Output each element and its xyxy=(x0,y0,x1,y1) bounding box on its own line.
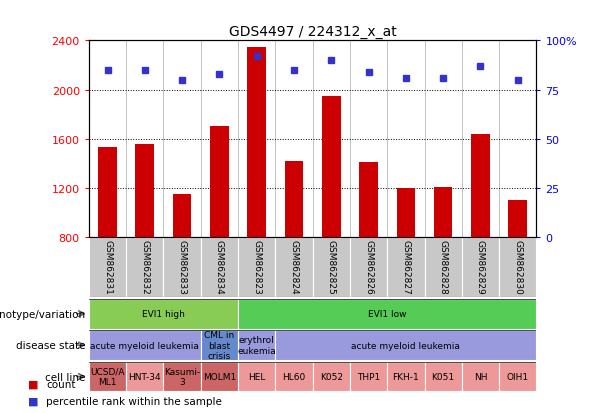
Bar xyxy=(434,187,452,237)
Text: FKH-1: FKH-1 xyxy=(392,372,419,381)
Bar xyxy=(201,237,238,297)
Text: Kasumi-
3: Kasumi- 3 xyxy=(164,367,200,386)
Bar xyxy=(499,362,536,392)
Bar xyxy=(322,97,341,237)
Bar xyxy=(164,362,200,392)
Bar xyxy=(499,237,536,297)
Text: GSM862824: GSM862824 xyxy=(289,239,299,294)
Text: OIH1: OIH1 xyxy=(507,372,529,381)
Text: GSM862828: GSM862828 xyxy=(439,239,447,294)
Bar xyxy=(89,299,238,329)
Bar xyxy=(387,237,424,297)
Bar xyxy=(173,195,191,237)
Bar xyxy=(275,237,313,297)
Bar xyxy=(238,330,275,360)
Bar xyxy=(201,362,238,392)
Bar xyxy=(359,163,378,237)
Bar xyxy=(471,135,490,237)
Bar xyxy=(424,362,462,392)
Bar xyxy=(284,161,303,237)
Bar xyxy=(424,237,462,297)
Text: GSM862830: GSM862830 xyxy=(513,239,522,294)
Bar xyxy=(89,362,126,392)
Text: GSM862827: GSM862827 xyxy=(402,239,410,294)
Text: UCSD/A
ML1: UCSD/A ML1 xyxy=(90,367,125,386)
Bar xyxy=(350,237,387,297)
Text: ■: ■ xyxy=(28,379,38,389)
Bar xyxy=(135,144,154,237)
Text: GSM862826: GSM862826 xyxy=(364,239,373,294)
Bar xyxy=(508,201,527,237)
Text: EVI1 high: EVI1 high xyxy=(142,309,185,318)
Bar xyxy=(201,330,238,360)
Bar xyxy=(238,237,275,297)
Bar xyxy=(275,362,313,392)
Text: HNT-34: HNT-34 xyxy=(129,372,161,381)
Text: disease state: disease state xyxy=(17,340,86,350)
Bar xyxy=(210,127,229,237)
Text: ■: ■ xyxy=(28,396,38,406)
Bar xyxy=(462,362,499,392)
Text: K051: K051 xyxy=(432,372,455,381)
Text: EVI1 low: EVI1 low xyxy=(368,309,406,318)
Bar xyxy=(98,148,117,237)
Text: CML in
blast
crisis: CML in blast crisis xyxy=(204,330,235,360)
Text: count: count xyxy=(46,379,75,389)
Text: HEL: HEL xyxy=(248,372,265,381)
Text: GSM862823: GSM862823 xyxy=(252,239,261,294)
Text: percentile rank within the sample: percentile rank within the sample xyxy=(46,396,222,406)
Text: genotype/variation: genotype/variation xyxy=(0,309,86,319)
Bar xyxy=(238,299,536,329)
Text: GSM862831: GSM862831 xyxy=(103,239,112,294)
Text: MOLM1: MOLM1 xyxy=(203,372,236,381)
Bar xyxy=(350,362,387,392)
Bar xyxy=(89,237,126,297)
Bar xyxy=(313,237,350,297)
Bar xyxy=(248,47,266,237)
Text: erythrol
eukemia: erythrol eukemia xyxy=(237,336,276,355)
Text: cell line: cell line xyxy=(45,372,86,382)
Bar xyxy=(462,237,499,297)
Text: GSM862832: GSM862832 xyxy=(140,239,150,294)
Bar xyxy=(126,362,164,392)
Text: acute myeloid leukemia: acute myeloid leukemia xyxy=(90,341,199,350)
Bar xyxy=(89,330,201,360)
Text: NH: NH xyxy=(474,372,487,381)
Text: THP1: THP1 xyxy=(357,372,380,381)
Text: acute myeloid leukemia: acute myeloid leukemia xyxy=(351,341,460,350)
Bar xyxy=(275,330,536,360)
Text: K052: K052 xyxy=(320,372,343,381)
Bar xyxy=(313,362,350,392)
Text: GSM862825: GSM862825 xyxy=(327,239,336,294)
Bar xyxy=(238,362,275,392)
Text: GSM862829: GSM862829 xyxy=(476,239,485,294)
Title: GDS4497 / 224312_x_at: GDS4497 / 224312_x_at xyxy=(229,25,397,39)
Text: GSM862834: GSM862834 xyxy=(215,239,224,294)
Text: HL60: HL60 xyxy=(283,372,306,381)
Bar xyxy=(164,237,200,297)
Bar xyxy=(126,237,164,297)
Text: GSM862833: GSM862833 xyxy=(178,239,186,294)
Bar xyxy=(387,362,424,392)
Bar xyxy=(397,188,415,237)
